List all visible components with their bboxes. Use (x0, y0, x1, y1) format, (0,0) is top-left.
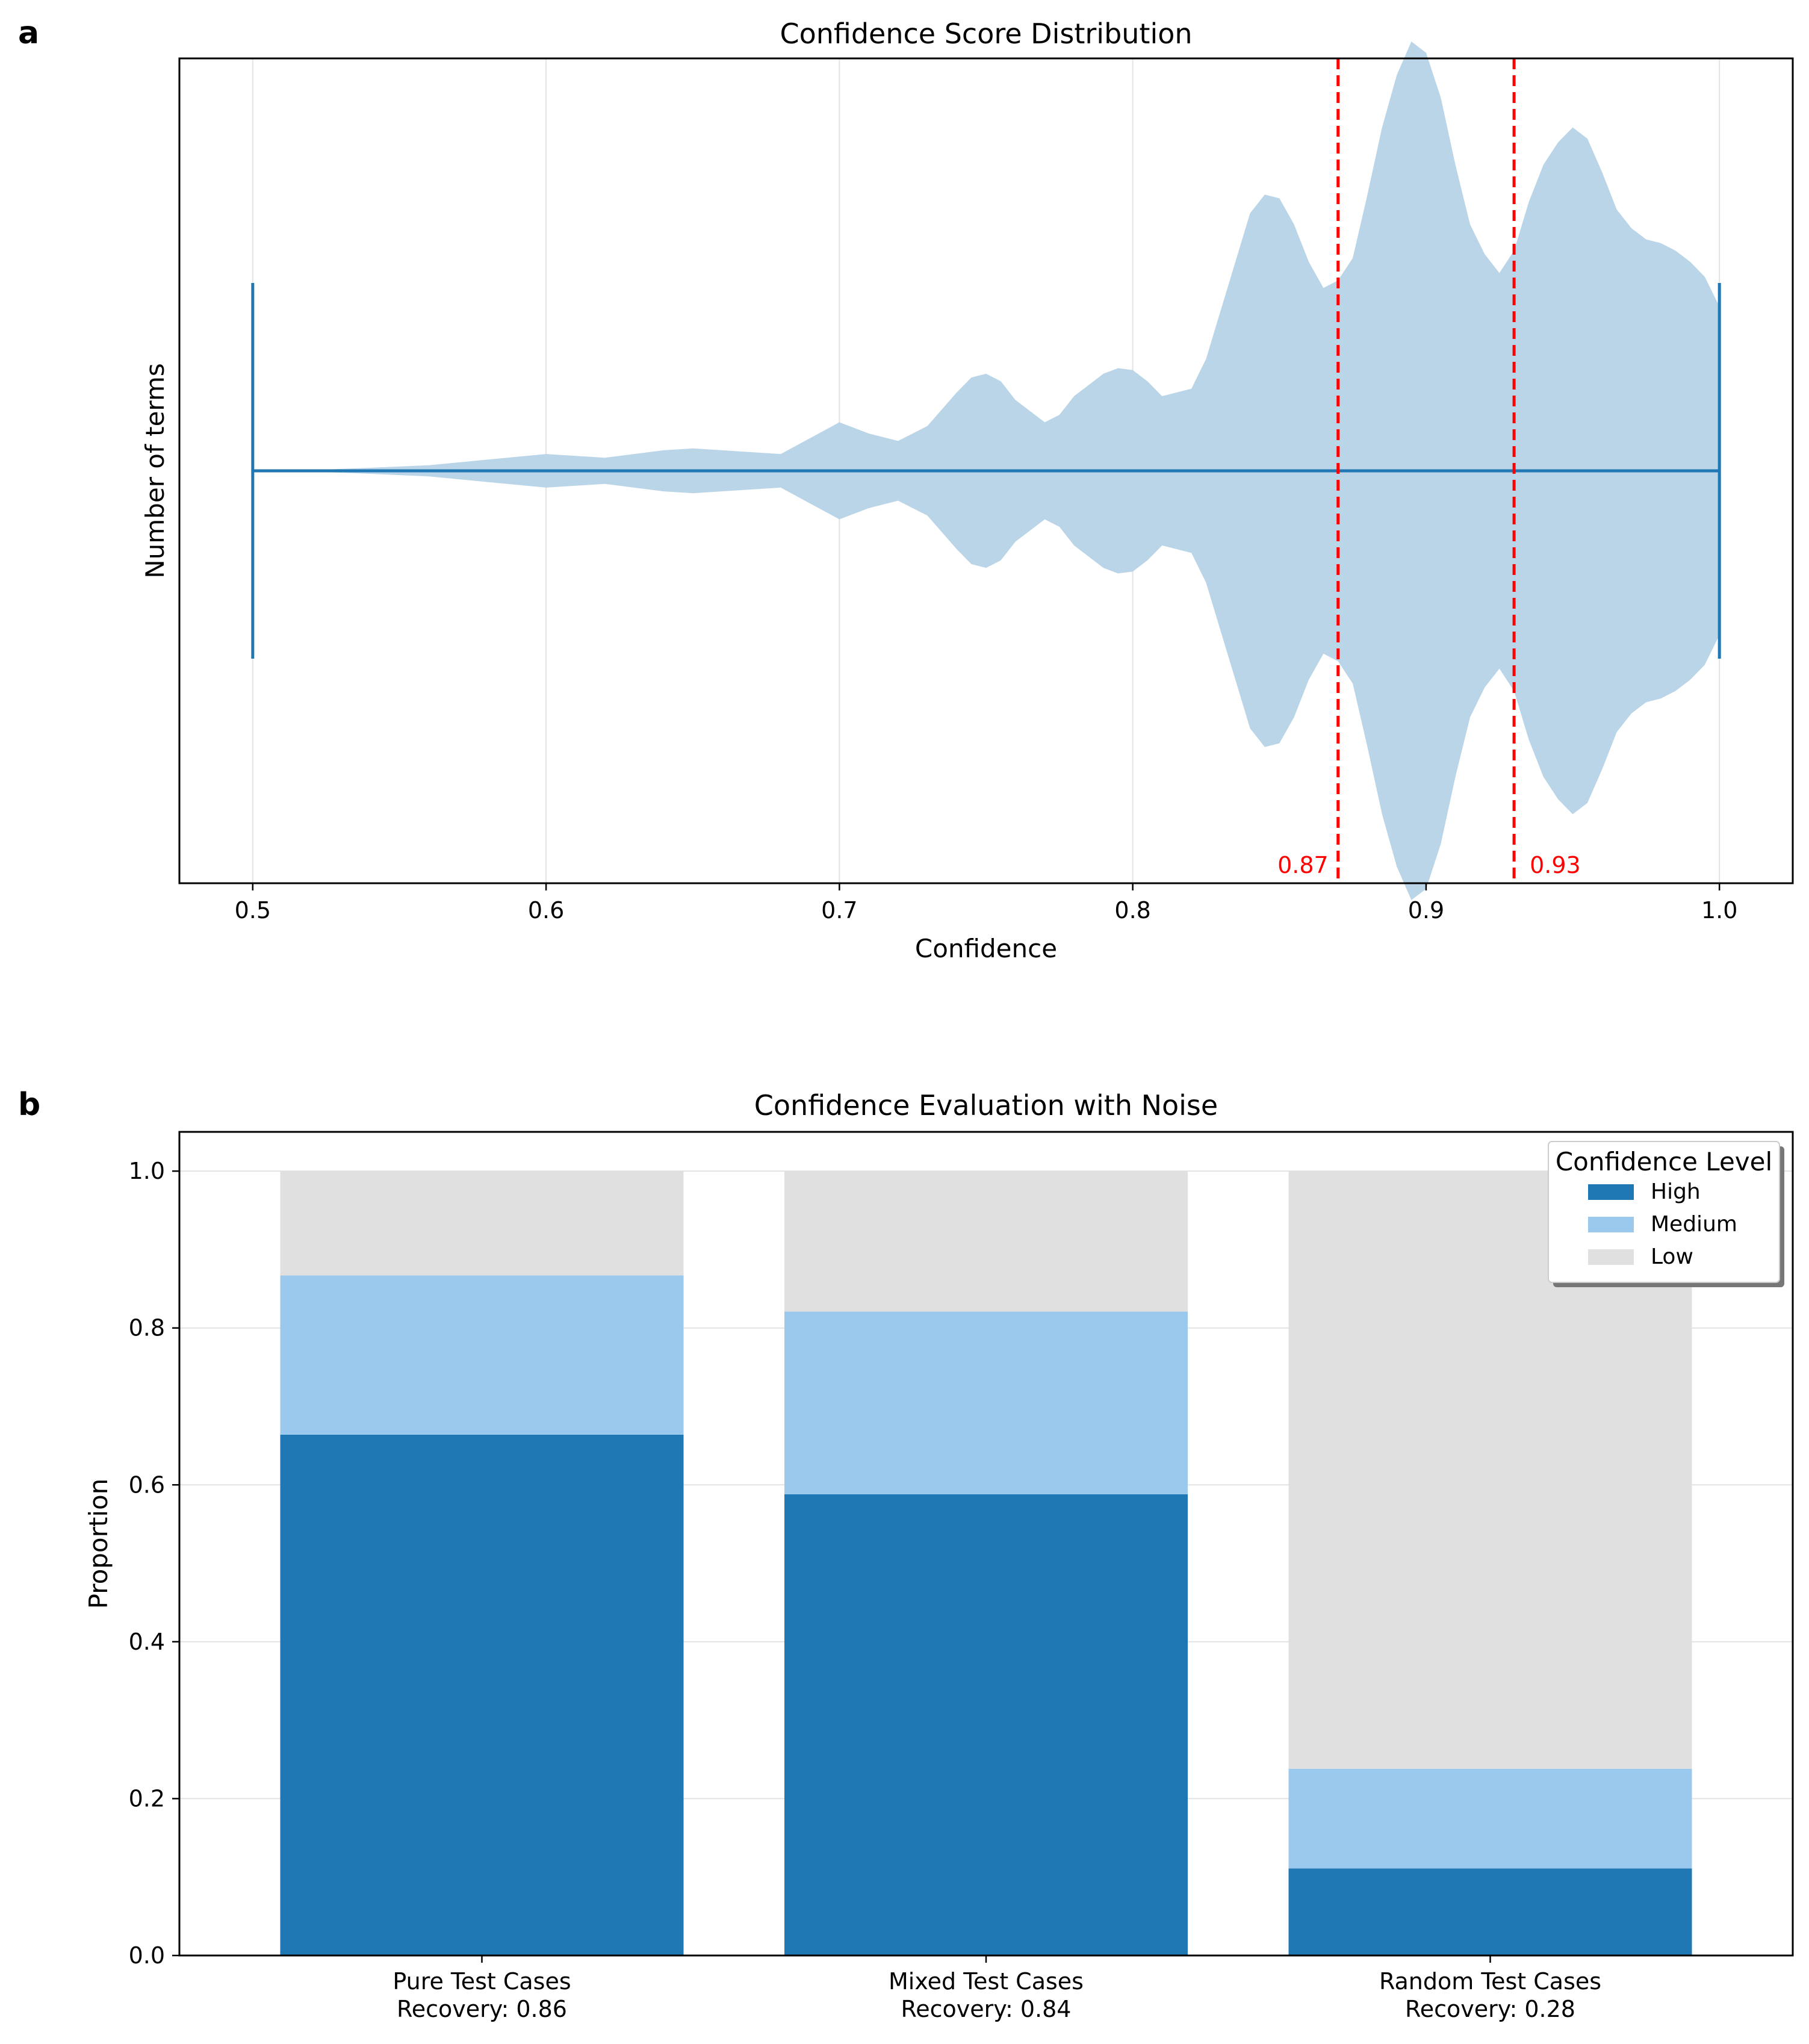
bar-segment-high (1288, 1868, 1692, 1955)
plot-frame (178, 57, 1794, 884)
x-tick-label: Random Test Cases (1379, 1968, 1601, 1995)
y-axis-label: Proportion (84, 1479, 113, 1609)
bar-segment-high (280, 1434, 684, 1955)
legend-label: High (1651, 1179, 1701, 1204)
bar-segment-medium (280, 1275, 684, 1435)
x-tick-label: 0.7 (821, 897, 857, 924)
legend-label: Low (1651, 1244, 1693, 1269)
panel-letter-b: b (18, 1087, 40, 1123)
x-tick-label: 0.5 (235, 897, 271, 924)
legend: Confidence Level High Medium Low (1548, 1141, 1784, 1287)
stacked-bars (280, 1171, 1692, 1955)
y-tick-label: 0.6 (129, 1471, 165, 1498)
x-tick-label: Recovery: 0.84 (901, 1996, 1072, 2022)
y-tick-label: 1.0 (129, 1158, 165, 1184)
legend-swatch (1588, 1249, 1634, 1265)
x-tick-label: Pure Test Cases (393, 1968, 571, 1995)
legend-box (1548, 1141, 1780, 1283)
y-tick-label: 0.2 (129, 1785, 165, 1812)
bar-segment-low (784, 1171, 1188, 1312)
x-tick-label: Recovery: 0.28 (1405, 1996, 1575, 2022)
x-axis-label: Confidence (915, 934, 1057, 963)
x-tick-label: 0.6 (528, 897, 564, 924)
bar-segment-low (280, 1171, 684, 1276)
bar-segment-medium (784, 1311, 1188, 1494)
legend-label: Medium (1651, 1212, 1737, 1237)
y-axis-label: Number of terms (140, 363, 170, 579)
panel-a: a Confidence Score Distribution 0.87 0.93… (18, 15, 1794, 963)
reference-lines: 0.87 0.93 (1277, 58, 1581, 883)
y-tick-label: 0.0 (129, 1942, 165, 1969)
x-tick-label: 1.0 (1701, 897, 1737, 924)
y-axis-ticks: 0.0 0.2 0.4 0.6 0.8 1.0 (129, 1158, 179, 1969)
x-tick-label: 0.9 (1408, 897, 1444, 924)
legend-swatch (1588, 1217, 1634, 1232)
legend-title: Confidence Level (1556, 1147, 1772, 1176)
reference-line-label: 0.87 (1277, 852, 1329, 878)
legend-swatch (1588, 1184, 1634, 1200)
legend-items: High Medium Low (1588, 1179, 1737, 1269)
chart-title: Confidence Evaluation with Noise (754, 1089, 1218, 1122)
y-tick-label: 0.4 (129, 1629, 165, 1655)
x-tick-label: 0.8 (1114, 897, 1150, 924)
chart-title: Confidence Score Distribution (780, 17, 1192, 50)
violin-range-lines (251, 283, 1721, 659)
x-tick-label: Recovery: 0.86 (397, 1996, 567, 2022)
bar-segment-high (784, 1494, 1188, 1955)
x-axis-ticks: 0.5 0.6 0.7 0.8 0.9 1.0 (235, 883, 1737, 924)
bar-segment-medium (1288, 1768, 1692, 1869)
y-tick-label: 0.8 (129, 1315, 165, 1341)
panel-b: b Confidence Evaluation with Noise 0.00.… (18, 1087, 1794, 2022)
x-tick-label: Mixed Test Cases (889, 1968, 1084, 1995)
panel-letter-a: a (18, 15, 39, 51)
reference-line-label: 0.93 (1530, 852, 1581, 878)
